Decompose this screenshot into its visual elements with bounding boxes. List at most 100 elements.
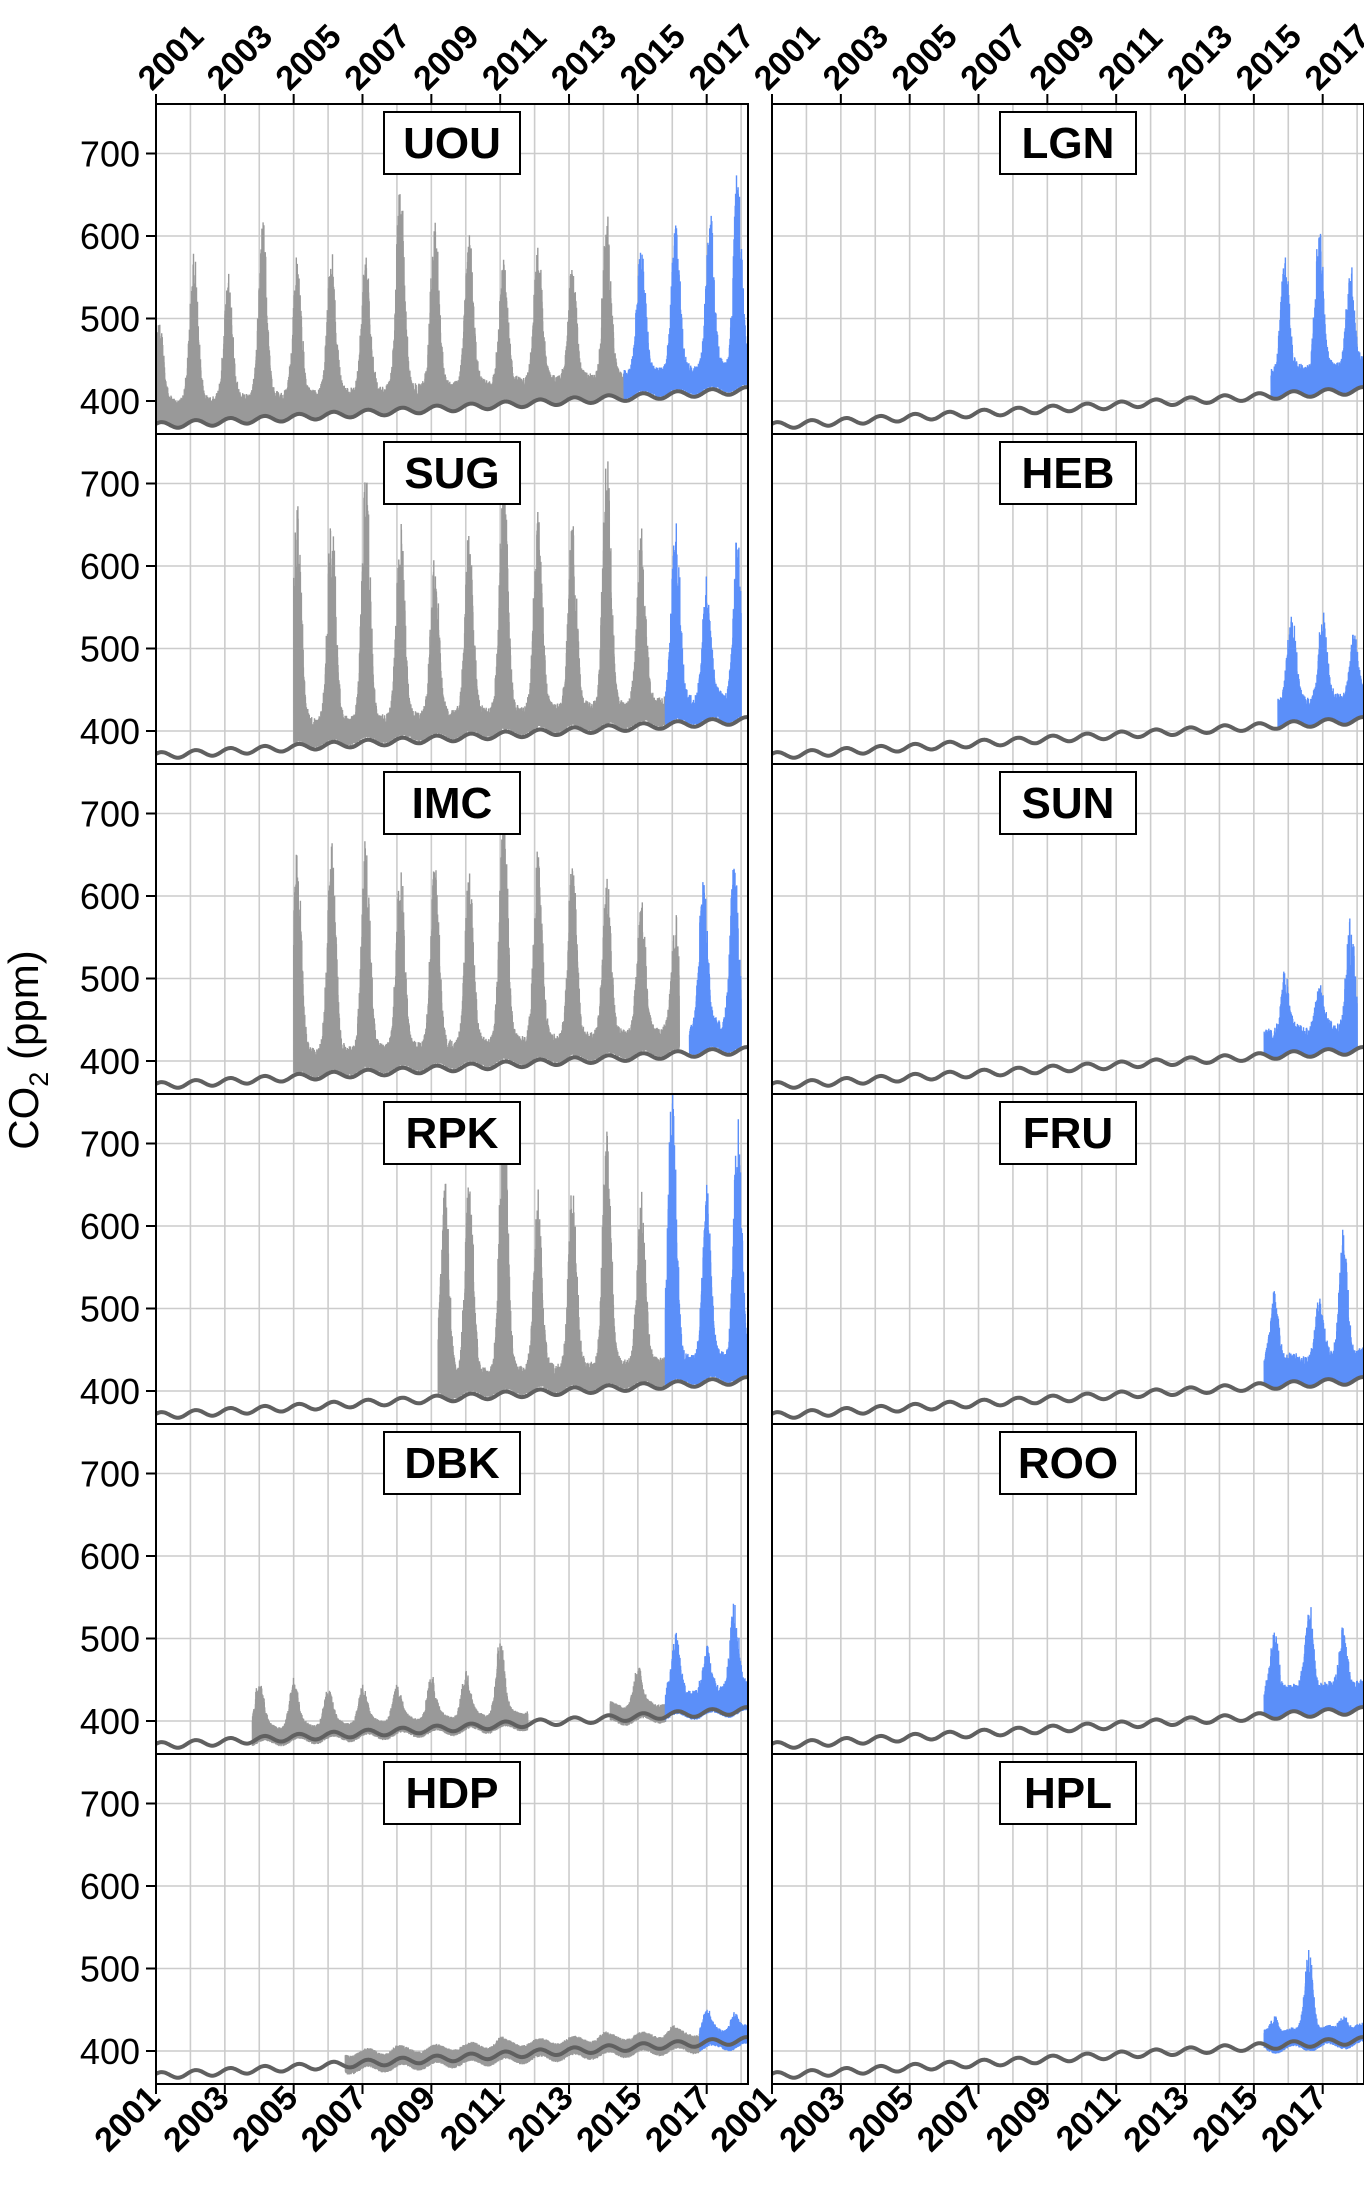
y-tick-label: 400 [80,1041,140,1082]
y-tick-label: 500 [80,299,140,340]
panel-label-box [383,1101,521,1165]
background-curve [772,715,1364,760]
x-tick-label-top: 2015 [1229,17,1309,97]
y-tick-label: 400 [80,381,140,422]
series-fru-recent-0 [1263,1229,1364,1389]
y-tick-label: 500 [80,1949,140,1990]
y-tick-label: 500 [80,629,140,670]
x-tick-label-top: 2007 [953,17,1033,97]
background-curve [772,1375,1364,1420]
plot-area [156,2009,748,2080]
panel-label-text: HPL [1024,1769,1112,1818]
background-curve [156,2035,748,2080]
panel-hpl: HPL [771,1753,1364,2085]
plot-area [772,612,1364,760]
axes-group: 2001200120032003200520052007200720092009… [87,17,1364,2159]
plot-area [156,461,748,760]
plot-area [772,918,1364,1090]
panel-frame [771,1753,1364,2085]
x-tick-label-top: 2011 [475,19,554,98]
y-tick-label: 400 [80,1701,140,1742]
series-uou-recent-1 [623,175,748,400]
y-tick-label: 500 [80,959,140,1000]
panel-label-box [383,441,521,505]
panel-label-text: IMC [412,779,493,828]
x-tick-label-top: 2003 [816,17,896,97]
series-roo-recent-0 [1263,1607,1364,1721]
panel-imc: IMC 400 500 600 700 [80,763,749,1095]
x-tick-label-top: 2017 [681,17,761,97]
panel-label: SUG [383,441,521,505]
panel-label: RPK [383,1101,521,1165]
background-curve [772,1045,1364,1090]
panel-fru: FRU [771,1093,1364,1425]
panel-uou: UOU 400 500 600 700 [80,103,749,435]
series-lgn-recent-0 [1270,233,1364,399]
y-tick-label: 600 [80,1206,140,1247]
panel-label-text: UOU [403,119,501,168]
panel-dbk: DBK 400 500 600 700 [80,1423,749,1755]
x-tick-label-top: 2005 [268,17,348,97]
series-imc-recent-1 [688,868,742,1056]
series-dbk-recent-2 [664,1603,748,1721]
y-tick-label: 700 [80,794,140,835]
background-curve [772,385,1364,430]
series-imc-historic-0 [293,806,680,1078]
series-rpk-historic-0 [437,1108,667,1400]
series-dbk-historic-0 [251,1643,529,1747]
panel-roo: ROO [771,1423,1364,1755]
plot-area [156,806,748,1090]
background-curve [156,385,748,430]
background-curve [772,1705,1364,1750]
x-tick-label-top: 2015 [613,17,693,97]
panel-label-text: SUG [404,449,499,498]
panel-label-box [383,111,521,175]
panel-label-box [999,1101,1137,1165]
panel-label-box [999,1761,1137,1825]
panel-label: ROO [999,1431,1137,1495]
x-tick-label-top: 2001 [747,17,827,97]
panel-label-text: ROO [1018,1439,1118,1488]
plot-area [772,1607,1364,1750]
grid-lines [771,764,1364,1094]
y-tick-label: 600 [80,1536,140,1577]
panel-label: LGN [999,111,1137,175]
panel-sug: SUG 400 500 600 700 [80,433,749,765]
panel-label-box [383,1431,521,1495]
series-sug-recent-1 [664,523,742,726]
series-uou-historic-0 [156,194,625,428]
panel-label-box [999,1431,1137,1495]
panel-label-text: SUN [1022,779,1115,828]
panel-label-box [999,441,1137,505]
y-tick-label: 700 [80,134,140,175]
x-tick-label-top: 2007 [337,17,417,97]
plot-area [156,1094,748,1420]
panel-frame [155,1753,749,2085]
panel-label: HDP [383,1761,521,1825]
y-tick-label: 600 [80,546,140,587]
panel-label-text: HEB [1022,449,1115,498]
panel-label-box [999,111,1137,175]
panel-hdp: HDP 400 500 600 700 [80,1753,749,2085]
background-curve [772,2035,1364,2080]
x-tick-label-top: 2011 [1091,19,1170,98]
plot-area [772,1949,1364,2080]
plot-area [156,175,748,430]
x-tick-label-top: 2005 [884,17,964,97]
x-tick-label-top: 2017 [1297,17,1364,97]
x-tick-label-top: 2003 [200,17,280,97]
panel-label: IMC [383,771,521,835]
background-curve [156,715,748,760]
y-tick-label: 700 [80,1124,140,1165]
panel-label: FRU [999,1101,1137,1165]
panel-rpk: RPK 400 500 600 700 [80,1093,749,1425]
panel-label-box [383,1761,521,1825]
panel-heb: HEB [771,433,1364,765]
panel-label: HEB [999,441,1137,505]
y-tick-label: 500 [80,1619,140,1660]
y-tick-label: 600 [80,1866,140,1907]
panel-label-box [999,771,1137,835]
y-tick-label: 400 [80,1371,140,1412]
series-hdp-recent-1 [699,2009,748,2052]
